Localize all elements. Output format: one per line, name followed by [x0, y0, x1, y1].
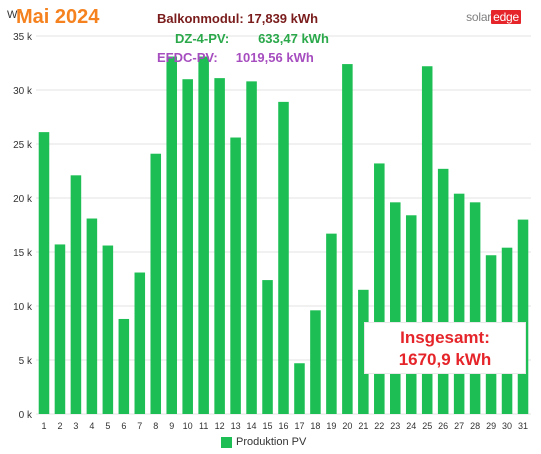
chart-title: Mai 2024: [16, 6, 100, 28]
bar-day-12[interactable]: [214, 78, 225, 415]
bar-day-7[interactable]: [134, 272, 146, 414]
info-efdc-pv: EFDC-PV: 1019,56 kWh: [157, 50, 314, 65]
total-box: Insgesamt: 1670,9 kWh: [364, 322, 526, 374]
bar-day-5[interactable]: [102, 245, 114, 414]
bar-day-13[interactable]: [230, 137, 241, 414]
x-tick-label: 16: [278, 421, 288, 431]
x-tick-label: 8: [153, 421, 158, 431]
bar-day-3[interactable]: [70, 175, 82, 414]
solaredge-logo: solar edge: [466, 10, 521, 24]
bar-day-15[interactable]: [262, 280, 273, 414]
x-tick-label: 22: [374, 421, 384, 431]
x-tick-label: 21: [358, 421, 368, 431]
x-tick-label: 6: [121, 421, 126, 431]
x-tick-label: 15: [263, 421, 273, 431]
info-balkonmodul: Balkonmodul: 17,839 kWh: [157, 11, 319, 26]
x-tick-label: 27: [454, 421, 464, 431]
bar-day-26[interactable]: [437, 168, 449, 414]
x-tick-label: 24: [406, 421, 416, 431]
x-tick-label: 28: [470, 421, 480, 431]
bar-day-21[interactable]: [358, 289, 369, 414]
y-axis-label: Wh: [7, 9, 24, 21]
y-tick-label: 25 k: [13, 140, 33, 151]
x-tick-label: 7: [137, 421, 142, 431]
bar-day-8[interactable]: [150, 153, 162, 414]
x-tick-label: 20: [342, 421, 352, 431]
y-tick-label: 30 k: [13, 86, 33, 97]
bar-day-6[interactable]: [118, 318, 130, 414]
x-tick-label: 31: [518, 421, 528, 431]
legend-swatch: [221, 436, 232, 448]
x-tick-label: 10: [183, 421, 193, 431]
bar-day-2[interactable]: [54, 244, 66, 414]
x-tick-label: 30: [502, 421, 512, 431]
y-tick-label: 10 k: [13, 302, 33, 313]
x-tick-label: 25: [422, 421, 432, 431]
x-tick-label: 5: [105, 421, 110, 431]
y-tick-label: 15 k: [13, 248, 33, 259]
x-tick-label: 17: [294, 421, 304, 431]
bar-day-27[interactable]: [453, 193, 465, 414]
bar-day-9[interactable]: [166, 56, 177, 415]
y-tick-label: 35 k: [13, 32, 33, 43]
x-tick-label: 18: [310, 421, 320, 431]
bar-day-20[interactable]: [342, 64, 353, 414]
y-tick-label: 0 k: [19, 410, 33, 421]
bar-day-23[interactable]: [390, 202, 401, 414]
y-tick-label: 5 k: [19, 356, 33, 367]
bar-day-11[interactable]: [198, 56, 209, 415]
total-label: Insgesamt:: [400, 328, 490, 347]
bar-day-18[interactable]: [310, 310, 321, 414]
bar-day-19[interactable]: [326, 233, 337, 414]
x-tick-label: 9: [169, 421, 174, 431]
bar-day-24[interactable]: [405, 215, 417, 414]
bar-day-16[interactable]: [278, 101, 289, 414]
x-tick-label: 3: [73, 421, 78, 431]
y-tick-labels: 0 k 5 k 10 k 15 k 20 k 25 k 30 k 35 k: [13, 32, 33, 421]
bar-day-1[interactable]: [38, 132, 50, 414]
total-value: 1670,9 kWh: [398, 350, 492, 369]
x-tick-label: 12: [215, 421, 225, 431]
bar-day-14[interactable]: [246, 81, 257, 415]
x-tick-label: 13: [231, 421, 241, 431]
x-tick-label: 1: [41, 421, 46, 431]
bar-day-10[interactable]: [182, 79, 193, 414]
x-tick-label: 11: [199, 421, 208, 431]
bar-day-31[interactable]: [517, 219, 529, 414]
bars: [38, 56, 529, 415]
x-tick-label: 19: [326, 421, 336, 431]
bar-day-25[interactable]: [421, 66, 433, 415]
x-tick-labels: 1 2 3 4 5 6 7 8 9 10 11 12 13 14 15 16 17 18 19 20 21 22 23 24 2…: [41, 421, 528, 431]
logo-text-edge: edge: [491, 10, 521, 24]
legend[interactable]: Produktion PV: [221, 436, 306, 448]
x-tick-label: 4: [89, 421, 94, 431]
bar-day-17[interactable]: [294, 363, 305, 414]
legend-label: Produktion PV: [236, 436, 307, 448]
x-tick-label: 14: [247, 421, 257, 431]
x-tick-label: 26: [438, 421, 448, 431]
bar-day-28[interactable]: [469, 202, 481, 414]
info-dz4-pv: DZ-4-PV: 633,47 kWh: [175, 31, 329, 46]
x-tick-label: 2: [57, 421, 62, 431]
bar-day-4[interactable]: [86, 218, 98, 414]
x-tick-label: 29: [486, 421, 496, 431]
bar-day-22[interactable]: [374, 163, 385, 414]
logo-text-solar: solar: [466, 10, 492, 24]
y-tick-label: 20 k: [13, 194, 33, 205]
x-tick-label: 23: [390, 421, 400, 431]
